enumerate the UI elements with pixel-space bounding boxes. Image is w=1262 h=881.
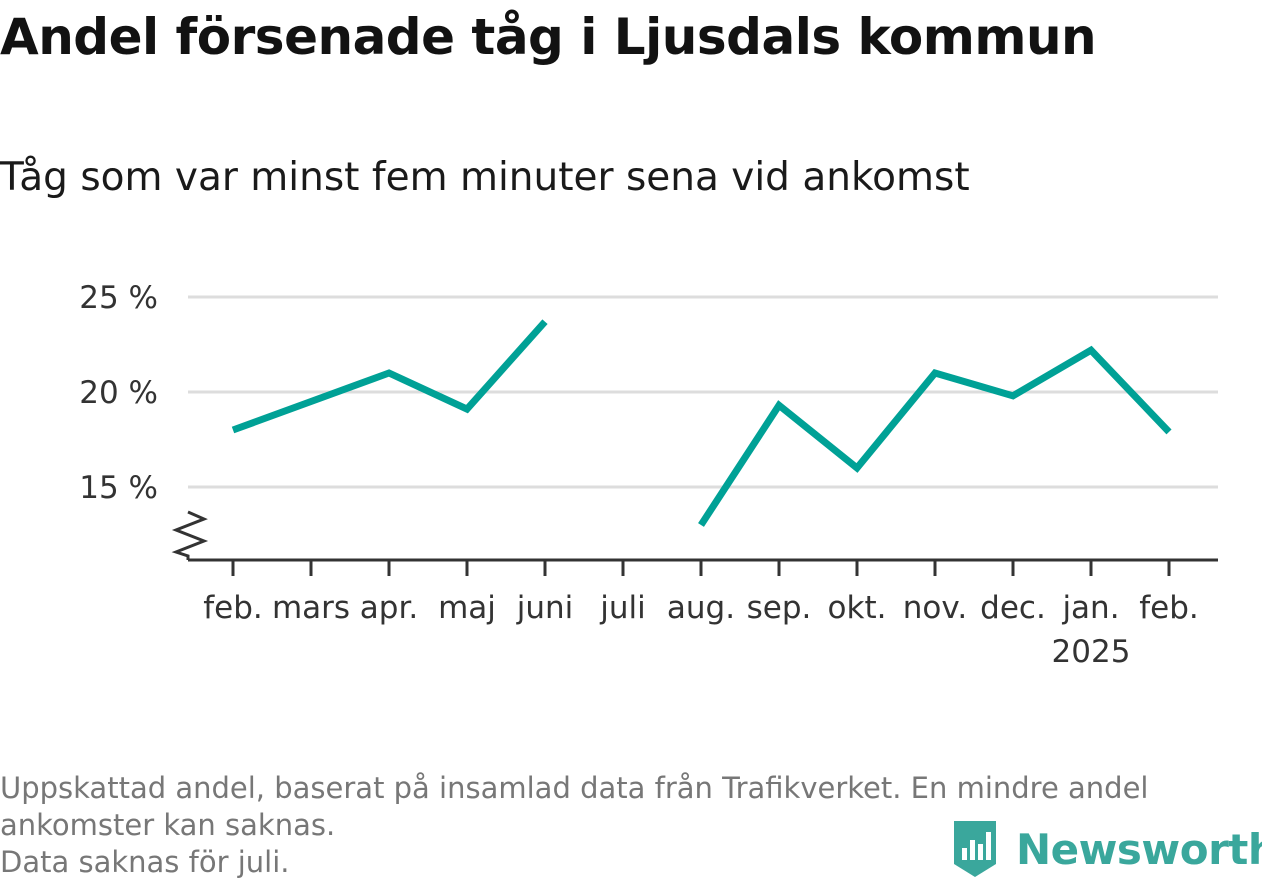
footnote-line: ankomster kan saknas. bbox=[0, 808, 336, 842]
chart-title: Andel försenade tåg i Ljusdals kommun bbox=[0, 8, 1097, 66]
y-tick-label: 20 % bbox=[79, 375, 158, 411]
x-tick-label: feb. bbox=[203, 590, 263, 626]
series-line bbox=[231, 319, 548, 434]
x-tick-label: juli bbox=[599, 590, 646, 626]
x-tick-label: jan. bbox=[1061, 590, 1119, 626]
x-tick-label: apr. bbox=[360, 590, 418, 626]
brand-name: Newsworthy bbox=[1016, 824, 1262, 874]
x-tick-label: juni bbox=[516, 590, 574, 626]
x-tick-label: dec. bbox=[980, 590, 1046, 626]
x-tick-label: maj bbox=[438, 590, 496, 626]
x-tick-label: sep. bbox=[747, 590, 812, 626]
axis-break-icon bbox=[171, 510, 209, 560]
brand: Newsworthy bbox=[950, 818, 1262, 880]
x-tick-label: feb. bbox=[1139, 590, 1199, 626]
footnote: Uppskattad andel, baserat på insamlad da… bbox=[0, 770, 1250, 881]
x-tick-sublabel: 2025 bbox=[1052, 634, 1131, 670]
y-tick-label: 15 % bbox=[79, 470, 158, 506]
y-tick-label: 25 % bbox=[79, 280, 158, 316]
footnote-line: Data saknas för juli. bbox=[0, 845, 290, 879]
x-tick-label: aug. bbox=[667, 590, 735, 626]
newsworthy-logo-icon bbox=[954, 821, 996, 877]
footnote-line: Uppskattad andel, baserat på insamlad da… bbox=[0, 771, 1149, 805]
chart-subtitle: Tåg som var minst fem minuter sena vid a… bbox=[0, 155, 970, 200]
x-tick-label: nov. bbox=[903, 590, 967, 626]
x-tick-label: mars bbox=[272, 590, 350, 626]
line-chart: 15 %20 %25 %feb. mars apr. maj juni juli aug. s… bbox=[79, 280, 1218, 670]
series-line bbox=[698, 345, 1172, 527]
x-tick-label: okt. bbox=[828, 590, 887, 626]
